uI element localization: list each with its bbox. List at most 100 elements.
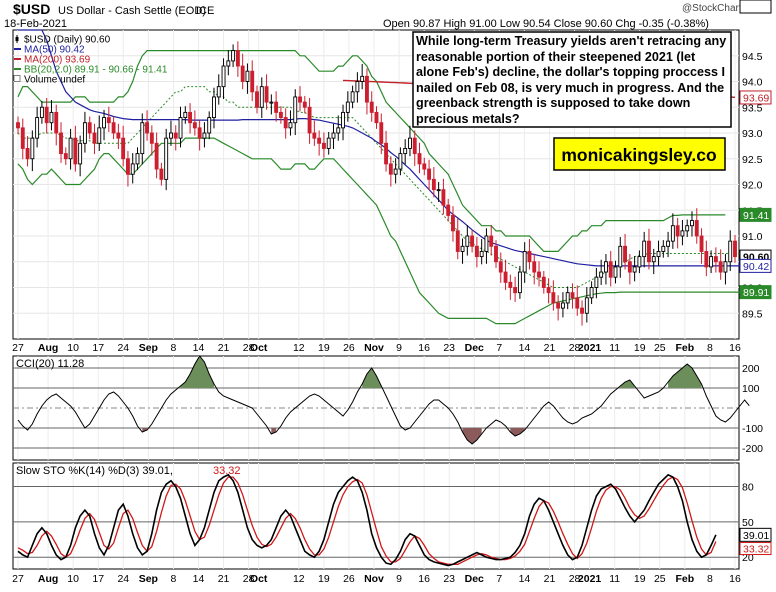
cci-label: CCI(20) 11.28 — [16, 358, 84, 370]
x-tick-label: 16 — [729, 342, 741, 354]
candle-down — [627, 261, 632, 273]
candle-down — [87, 122, 92, 134]
candle-down — [59, 132, 63, 155]
candle-down — [192, 122, 197, 129]
candle-down — [364, 75, 369, 103]
sto-panel-frame — [12, 462, 740, 570]
candle-up — [403, 147, 408, 155]
candle-down — [125, 158, 130, 175]
legend-box-icon — [13, 75, 21, 82]
x-tick-label: 27 — [12, 573, 24, 585]
candle-down — [508, 281, 513, 288]
x-tick-label: 21 — [544, 573, 556, 585]
candle-up — [82, 122, 87, 144]
candle-up — [632, 266, 637, 273]
candle-up — [331, 132, 336, 139]
sto-d-tag — [739, 542, 772, 556]
price-tick-label: 92.5 — [742, 154, 763, 166]
candle-down — [431, 178, 436, 191]
candle-down — [250, 70, 255, 93]
x-tick-label: 16 — [418, 342, 430, 354]
candle-up — [637, 256, 642, 268]
legend-label: MA(200) 93.69 — [24, 55, 91, 66]
candle-up — [517, 271, 522, 294]
x-tick-label: 19 — [318, 342, 330, 354]
candle-down — [16, 122, 20, 129]
legend-candle-body-icon — [15, 37, 19, 41]
annotation-text: While long-term Treasury yields aren't r… — [416, 34, 727, 126]
x-tick-label: Dec — [465, 342, 484, 354]
legend-label: $USD (Daily) 90.60 — [24, 35, 111, 46]
x-tick-label: 14 — [193, 573, 205, 585]
candle-down — [427, 168, 432, 180]
price-tag-label: 90.42 — [743, 261, 769, 273]
candle-down — [116, 132, 121, 139]
candle-down — [451, 214, 455, 232]
watermark: @StockCharts.com — [682, 3, 768, 14]
candle-down — [647, 240, 651, 263]
candle-down — [321, 142, 326, 149]
symbol-name: US Dollar - Cash Settle (EOD) — [58, 5, 206, 17]
candle-up — [35, 117, 40, 139]
x-tick-label: Aug — [38, 573, 58, 585]
candle-up — [642, 240, 647, 258]
candle-down — [283, 117, 288, 129]
candle-up — [97, 127, 102, 144]
x-tick-label: 19 — [634, 573, 646, 585]
bb-upper-line — [17, 49, 726, 252]
candle-down — [302, 101, 307, 108]
candle-up — [39, 106, 44, 119]
cci-oversold-fill — [510, 428, 525, 436]
price-tag-label: 91.41 — [743, 210, 769, 222]
candle-up — [355, 81, 360, 93]
candle-up — [723, 261, 728, 273]
candle-down — [513, 287, 518, 294]
candle-down — [145, 122, 150, 134]
price-tick-label: 89.5 — [742, 308, 763, 320]
candle-up — [680, 230, 685, 237]
x-tick-label: 9 — [396, 573, 402, 585]
candle-up — [360, 75, 365, 82]
x-tick-label: Feb — [676, 342, 695, 354]
candle-up — [68, 137, 73, 160]
sto-tick-label: 80 — [742, 482, 754, 494]
legend-label: MA(50) 90.42 — [24, 45, 85, 56]
candle-up — [594, 276, 599, 288]
x-tick-label: 8 — [707, 342, 713, 354]
axis-layer: 89.590.090.591.091.592.092.593.093.594.0… — [12, 0, 772, 585]
candle-up — [345, 101, 350, 113]
candle-down — [312, 132, 317, 139]
candle-up — [398, 153, 403, 170]
candle-down — [154, 142, 159, 170]
sto-tick-label: 20 — [742, 552, 754, 564]
candle-up — [178, 117, 183, 139]
x-tick-label: 11 — [609, 573, 620, 585]
sto-k-line — [17, 473, 717, 567]
sto-d-line — [17, 476, 717, 565]
candle-up — [245, 70, 250, 82]
x-tick-label: Aug — [38, 342, 58, 354]
candle-down — [422, 163, 427, 170]
candle-down — [92, 132, 97, 144]
candle-down — [556, 302, 561, 309]
candle-down — [704, 250, 709, 268]
candle-up — [293, 96, 298, 124]
candle-down — [675, 225, 680, 237]
candle-up — [226, 60, 231, 67]
chart-date: 18-Feb-2021 — [4, 18, 67, 30]
candle-up — [183, 111, 188, 119]
candle-up — [207, 117, 212, 134]
x-tick-label: 27 — [12, 342, 24, 354]
candle-up — [670, 225, 675, 242]
ohlc-readout: Open 90.87 High 91.00 Low 90.54 Close 90… — [383, 18, 709, 30]
candle-up — [661, 245, 666, 252]
symbol-title: $USD — [13, 1, 50, 17]
x-tick-label: Feb — [676, 573, 695, 585]
price-tag-label: 89.91 — [743, 287, 769, 299]
candle-down — [498, 261, 503, 273]
sto-label-a: Slow STO %K(14) %D(3) 39.01, — [16, 465, 173, 477]
bb-lower-line — [17, 137, 740, 325]
candle-down — [570, 292, 575, 299]
x-tick-label: 7 — [496, 342, 502, 354]
